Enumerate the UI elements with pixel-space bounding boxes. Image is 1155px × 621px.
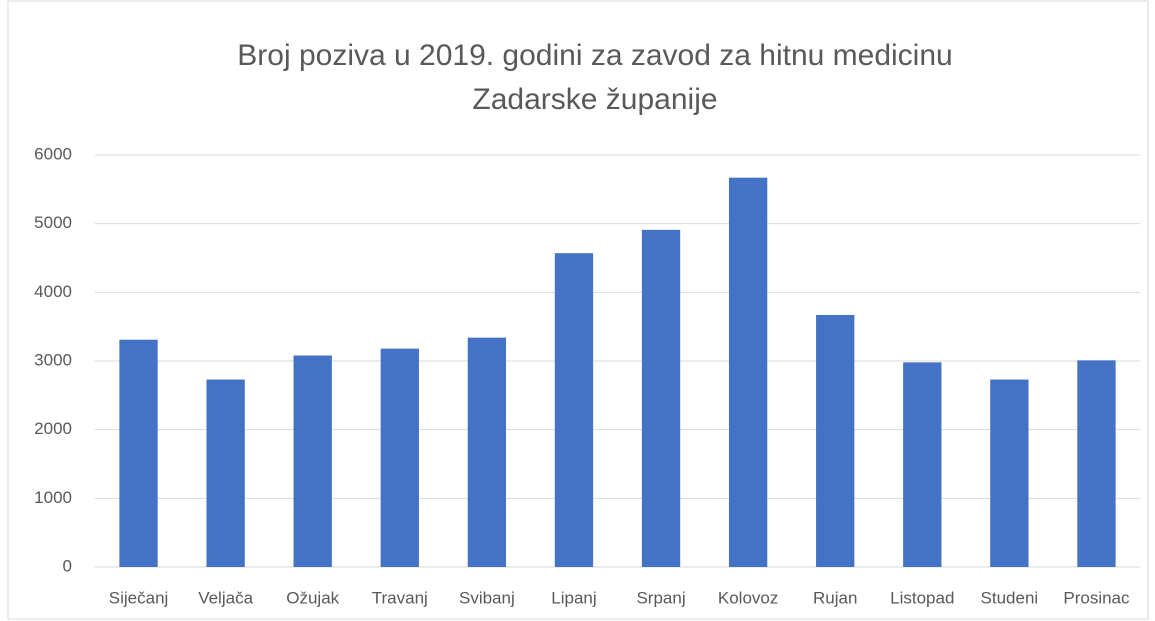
y-tick-label: 4000 [34,282,72,301]
bar [816,314,855,567]
x-tick-label: Studeni [981,588,1039,607]
x-tick-label: Lipanj [551,588,596,607]
bar [554,253,594,567]
x-tick-label: Svibanj [459,588,515,607]
y-tick-label: 5000 [34,213,72,232]
y-tick-label: 2000 [34,419,72,438]
bar [903,362,942,567]
bar [380,348,419,567]
x-tick-label: Srpanj [636,588,685,607]
y-tick-label: 3000 [34,350,72,369]
y-tick-label: 0 [63,556,72,575]
bar [293,355,332,567]
chart-title: Zadarske županije [472,83,717,116]
x-tick-label: Siječanj [109,588,169,607]
x-tick-label: Rujan [813,588,857,607]
x-tick-label: Travanj [372,588,428,607]
y-tick-label: 6000 [34,144,72,163]
bar [1077,360,1116,567]
x-tick-label: Veljača [198,588,253,607]
x-tick-label: Kolovoz [718,588,778,607]
x-tick-label: Prosinac [1063,588,1130,607]
bar [990,379,1029,567]
bar [641,229,681,567]
x-tick-label: Ožujak [286,588,339,607]
bar [119,339,158,567]
bar [728,177,768,567]
chart-title: Broj poziva u 2019. godini za zavod za h… [237,39,952,72]
bar [206,379,245,567]
y-tick-label: 1000 [34,488,72,507]
bar [467,337,507,567]
x-tick-label: Listopad [890,588,954,607]
